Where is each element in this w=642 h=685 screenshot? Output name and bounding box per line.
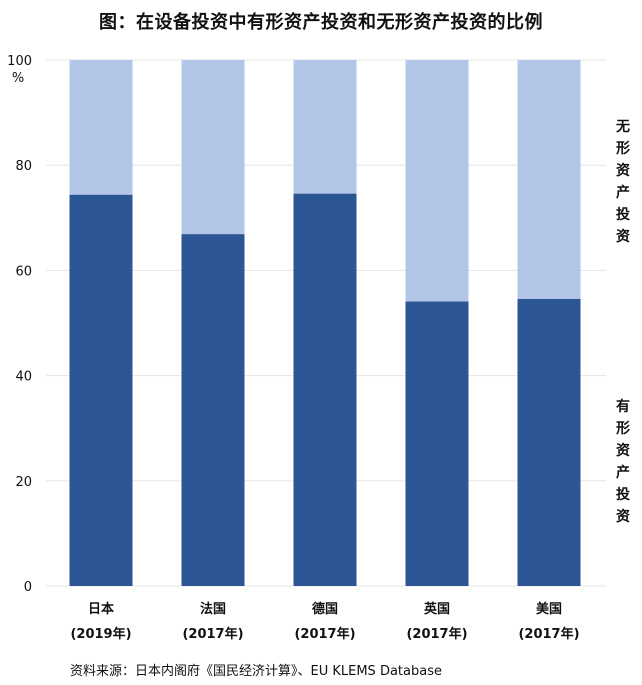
y-tick-label: 0 — [24, 580, 32, 595]
y-tick-label: 100 — [7, 54, 32, 69]
x-category-year: (2019年) — [70, 626, 131, 642]
x-category-year: (2017年) — [182, 626, 243, 642]
y-tick-label: 60 — [15, 264, 32, 279]
bar-intangible — [293, 60, 357, 194]
x-axis: 日本 (2019年) 法国 (2017年) 德国 (2017年) 英国 (2017年) 美国 (2… — [70, 601, 579, 642]
bar-intangible — [405, 60, 469, 302]
x-category-label: 日本 — [88, 601, 114, 617]
y-tick-label: 80 — [15, 159, 32, 174]
x-category-year: (2017年) — [406, 626, 467, 642]
x-category-year: (2017年) — [518, 626, 579, 642]
y-unit-label: % — [12, 71, 24, 86]
x-category-label: 德国 — [312, 601, 338, 617]
x-category-label: 美国 — [536, 601, 562, 617]
bars — [69, 60, 581, 586]
y-tick-label: 40 — [15, 370, 32, 385]
bar-tangible — [293, 193, 357, 586]
bar-tangible — [181, 234, 245, 586]
source-note: 资料来源：日本内阁府《国民经济计算》、EU KLEMS Database — [70, 664, 442, 679]
x-category-label: 英国 — [423, 601, 450, 617]
bar-intangible — [69, 60, 133, 195]
chart-title: 图：在设备投资中有形资产投资和无形资产投资的比例 — [99, 12, 543, 33]
legend-tangible: 有形资产投资 — [616, 399, 630, 525]
bar-intangible — [181, 60, 245, 235]
y-tick-label: 20 — [15, 475, 32, 490]
bar-intangible — [517, 60, 581, 299]
bar-tangible — [405, 301, 469, 586]
y-axis: 0 20 40 60 80 100% — [7, 54, 32, 595]
bar-tangible — [517, 298, 581, 586]
bar-tangible — [69, 194, 133, 586]
x-category-label: 法国 — [200, 601, 226, 617]
legend-intangible: 无形资产投资 — [616, 119, 630, 245]
x-category-year: (2017年) — [294, 626, 355, 642]
